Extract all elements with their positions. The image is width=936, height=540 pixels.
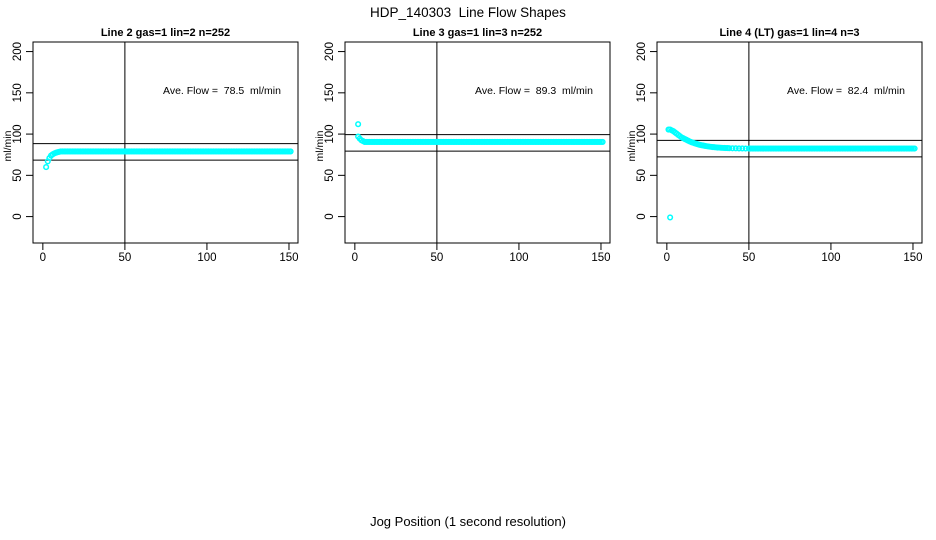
data-point — [43, 164, 50, 171]
x-tick-label: 100 — [509, 252, 528, 264]
x-tick-label: 100 — [197, 252, 216, 264]
panel-line4-plot: 0 50 100 150 0 50 100 150 200 — [636, 41, 923, 264]
x-tick-label: 0 — [40, 252, 46, 264]
y-tick-label: 0 — [12, 213, 24, 219]
data-point — [287, 148, 294, 155]
y-tick-label: 200 — [12, 42, 24, 61]
y-tick-label: 100 — [12, 124, 24, 143]
y-tick-label: 150 — [12, 83, 24, 102]
y-tick-label: 50 — [324, 169, 336, 182]
y-tick-label: 100 — [324, 124, 336, 143]
panel-line3: Line 3 gas=1 lin=3 n=252 ml/min 0 50 100 15… — [312, 20, 624, 275]
x-tick-label: 100 — [821, 252, 840, 264]
x-tick-label: 50 — [118, 252, 131, 264]
x-tick-label: 150 — [591, 252, 610, 264]
figure-xlabel: Jog Position (1 second resolution) — [370, 514, 566, 529]
y-tick-label: 0 — [636, 213, 648, 219]
y-tick-label: 150 — [636, 83, 648, 102]
data-point — [911, 145, 918, 152]
panel-line2-ave-flow-annotation: Ave. Flow = 78.5 ml/min — [163, 85, 281, 97]
plot-box — [32, 41, 299, 244]
y-tick-label: 0 — [324, 213, 336, 219]
data-point — [599, 138, 606, 145]
panel-line4-ave-flow-annotation: Ave. Flow = 82.4 ml/min — [787, 85, 905, 97]
panel-line3-ave-flow-annotation: Ave. Flow = 89.3 ml/min — [475, 85, 593, 97]
panel-line2-title: Line 2 gas=1 lin=2 n=252 — [100, 27, 231, 39]
y-tick-label: 150 — [324, 83, 336, 102]
x-tick-label: 150 — [903, 252, 922, 264]
y-tick-label: 200 — [636, 42, 648, 61]
y-tick-label: 200 — [324, 42, 336, 61]
data-point — [735, 145, 743, 152]
x-tick-label: 50 — [742, 252, 755, 264]
y-tick-label: 50 — [12, 169, 24, 182]
data-point — [729, 145, 736, 152]
x-tick-label: 0 — [352, 252, 358, 264]
y-tick-label: 100 — [636, 124, 648, 143]
panel-line3-plot: 0 50 100 150 0 50 100 150 200 — [324, 41, 611, 264]
figure-title: HDP_140303 Line Flow Shapes — [370, 5, 566, 20]
panel-line4: Line 4 (LT) gas=1 lin=4 n=3 ml/min 0 50 10… — [624, 20, 936, 275]
data-point — [667, 214, 674, 221]
data-point — [355, 121, 362, 128]
x-tick-label: 0 — [664, 252, 670, 264]
y-tick-label: 50 — [636, 169, 648, 182]
x-tick-label: 50 — [430, 252, 443, 264]
plot-box — [656, 41, 923, 244]
data-point — [726, 145, 733, 152]
panel-line2-plot: 0 50 100 150 0 50 100 150 200 — [12, 41, 299, 264]
plot-box — [344, 41, 611, 244]
panel-line2: Line 2 gas=1 lin=2 n=252 ml/min 0 50 100 15… — [0, 20, 312, 275]
data-point — [739, 145, 746, 152]
x-tick-label: 150 — [279, 252, 298, 264]
panel-line3-title: Line 3 gas=1 lin=3 n=252 — [412, 27, 543, 39]
panel-line4-title: Line 4 (LT) gas=1 lin=4 n=3 — [719, 27, 860, 39]
data-point — [732, 145, 739, 152]
